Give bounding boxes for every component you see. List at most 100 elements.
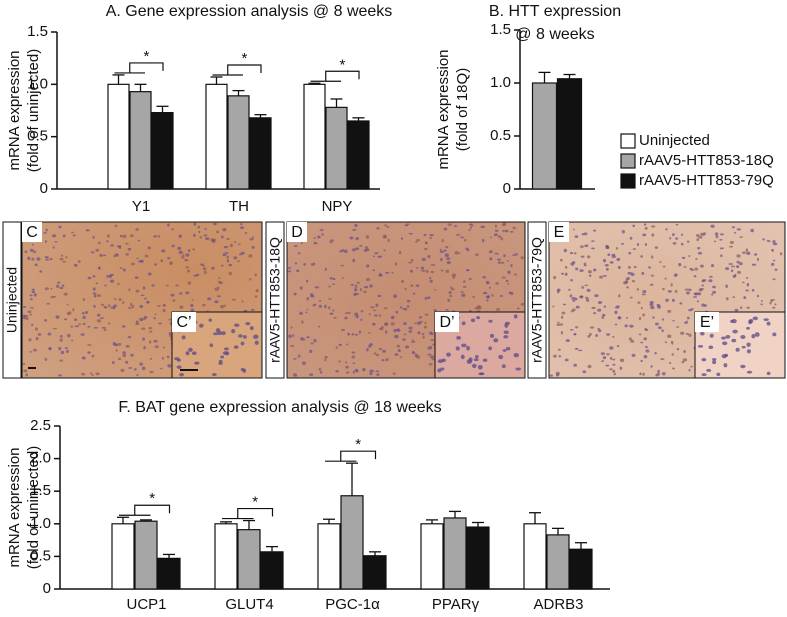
cell-nucleus bbox=[185, 253, 190, 257]
cell-nucleus bbox=[729, 240, 734, 244]
cell-nucleus bbox=[415, 267, 419, 269]
y-tick-label: 0 bbox=[40, 180, 48, 197]
cell-nucleus bbox=[356, 281, 360, 284]
cell-nucleus bbox=[181, 255, 185, 259]
cell-nucleus bbox=[179, 305, 184, 309]
chart-title: A. Gene expression analysis @ 8 weeks bbox=[106, 3, 393, 20]
cell-nucleus bbox=[58, 374, 62, 377]
cell-nucleus bbox=[605, 364, 610, 367]
cell-nucleus bbox=[24, 250, 28, 254]
significance-bracket bbox=[222, 507, 274, 520]
cell-nucleus bbox=[680, 242, 684, 246]
inset-nucleus bbox=[772, 332, 777, 337]
cell-nucleus bbox=[318, 304, 323, 308]
inset-nucleus bbox=[437, 359, 444, 364]
cell-nucleus bbox=[251, 245, 255, 249]
error-bar bbox=[563, 73, 576, 79]
cell-nucleus bbox=[147, 246, 152, 250]
cell-nucleus bbox=[329, 240, 333, 244]
y-axis-label: (fold of 18Q) bbox=[454, 68, 471, 151]
cell-nucleus bbox=[506, 260, 510, 262]
inset-nucleus bbox=[766, 321, 771, 326]
cell-nucleus bbox=[581, 233, 585, 236]
cell-nucleus bbox=[329, 277, 334, 280]
cell-nucleus bbox=[597, 300, 603, 305]
cell-nucleus bbox=[693, 296, 698, 298]
cell-nucleus bbox=[218, 277, 221, 280]
cell-nucleus bbox=[60, 350, 65, 355]
cell-nucleus bbox=[725, 284, 728, 288]
cell-nucleus bbox=[664, 341, 668, 344]
cell-nucleus bbox=[369, 372, 373, 376]
label-box bbox=[549, 222, 569, 242]
cell-nucleus bbox=[81, 372, 86, 376]
cell-nucleus bbox=[384, 330, 388, 334]
cell-nucleus bbox=[402, 338, 406, 341]
cell-nucleus bbox=[113, 304, 118, 308]
cell-nucleus bbox=[70, 325, 74, 328]
cell-nucleus bbox=[423, 325, 428, 329]
x-tick-label: UCP1 bbox=[126, 596, 166, 613]
cell-nucleus bbox=[696, 300, 699, 303]
cell-nucleus bbox=[553, 354, 557, 358]
cell-nucleus bbox=[127, 336, 132, 339]
cell-nucleus bbox=[114, 343, 119, 347]
inset-nucleus bbox=[488, 346, 492, 351]
cell-nucleus bbox=[683, 266, 687, 268]
cell-nucleus bbox=[450, 286, 453, 289]
cell-nucleus bbox=[85, 229, 90, 232]
cell-nucleus bbox=[733, 231, 737, 234]
cell-nucleus bbox=[214, 300, 219, 304]
cell-nucleus bbox=[332, 277, 336, 281]
cell-nucleus bbox=[394, 262, 398, 266]
cell-nucleus bbox=[601, 316, 605, 319]
cell-nucleus bbox=[628, 337, 632, 341]
cell-nucleus bbox=[310, 262, 315, 266]
cell-nucleus bbox=[344, 312, 348, 315]
cell-nucleus bbox=[216, 286, 220, 290]
cell-nucleus bbox=[430, 339, 435, 342]
cell-nucleus bbox=[502, 222, 507, 226]
cell-nucleus bbox=[95, 372, 100, 376]
inset-nucleus bbox=[238, 334, 243, 338]
cell-nucleus bbox=[384, 322, 389, 326]
cell-nucleus bbox=[450, 288, 455, 291]
cell-nucleus bbox=[254, 295, 258, 298]
cell-nucleus bbox=[579, 295, 584, 299]
cell-nucleus bbox=[222, 253, 227, 257]
cell-nucleus bbox=[745, 248, 749, 252]
cell-nucleus bbox=[640, 341, 644, 344]
y-tick-label: 1.0 bbox=[30, 515, 51, 532]
cell-nucleus bbox=[93, 326, 98, 329]
cell-nucleus bbox=[100, 317, 104, 320]
cell-nucleus bbox=[109, 279, 115, 283]
cell-nucleus bbox=[355, 315, 359, 318]
cell-nucleus bbox=[136, 257, 139, 260]
cell-nucleus bbox=[671, 298, 675, 303]
cell-nucleus bbox=[97, 241, 101, 245]
x-tick-label: GLUT4 bbox=[225, 596, 273, 613]
cell-nucleus bbox=[128, 288, 131, 292]
y-tick-label: 1.0 bbox=[490, 74, 511, 91]
cell-nucleus bbox=[500, 261, 505, 264]
cell-nucleus bbox=[410, 258, 414, 262]
cell-nucleus bbox=[233, 241, 237, 243]
cell-nucleus bbox=[614, 310, 618, 315]
cell-nucleus bbox=[589, 326, 595, 329]
cell-nucleus bbox=[400, 280, 405, 283]
cell-nucleus bbox=[459, 236, 465, 239]
cell-nucleus bbox=[474, 307, 479, 310]
cell-nucleus bbox=[514, 253, 518, 256]
inset-nucleus bbox=[243, 334, 247, 339]
cell-nucleus bbox=[95, 248, 100, 252]
cell-nucleus bbox=[628, 251, 632, 255]
cell-nucleus bbox=[645, 349, 650, 353]
cell-nucleus bbox=[598, 329, 602, 333]
cell-nucleus bbox=[700, 232, 705, 237]
cell-nucleus bbox=[688, 255, 691, 257]
cell-nucleus bbox=[117, 342, 122, 346]
cell-nucleus bbox=[197, 225, 201, 229]
cell-nucleus bbox=[597, 328, 601, 330]
cell-nucleus bbox=[602, 356, 607, 360]
cell-nucleus bbox=[572, 228, 575, 231]
